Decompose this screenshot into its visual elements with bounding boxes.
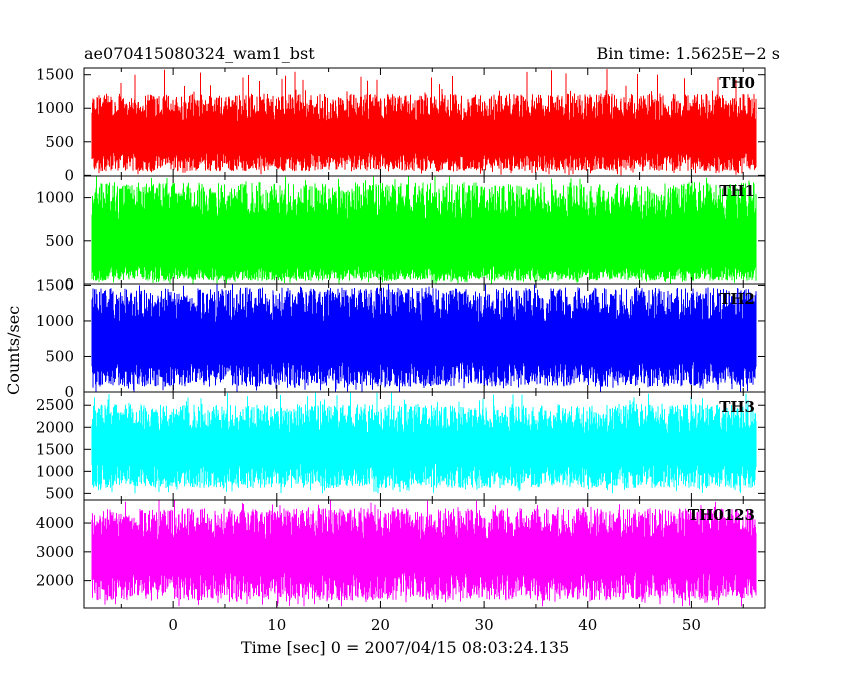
- series-th2: [91, 284, 757, 392]
- series-label-th3: TH3: [719, 398, 755, 416]
- x-tick-label: 50: [682, 616, 701, 634]
- y-tick-label-th0123: 4000: [36, 514, 74, 532]
- x-tick-label: 30: [475, 616, 494, 634]
- y-tick-label-th1: 500: [45, 232, 74, 250]
- series-th1: [91, 176, 757, 284]
- y-tick-label-th1: 0: [64, 275, 74, 293]
- series-label-th0: TH0: [719, 74, 755, 92]
- x-tick-label: 10: [267, 616, 286, 634]
- x-axis-label: Time [sec] 0 = 2007/04/15 08:03:24.135: [241, 638, 570, 657]
- chart-title: ae070415080324_wam1_bst: [84, 44, 315, 63]
- y-tick-label-th2: 1500: [36, 276, 74, 294]
- x-tick-label: 40: [578, 616, 597, 634]
- series-th0123: [91, 500, 757, 607]
- series-label-th2: TH2: [719, 290, 755, 308]
- y-tick-label-th3: 2000: [36, 418, 74, 436]
- y-tick-label-th0: 1500: [36, 66, 74, 84]
- bin-time-label: Bin time: 1.5625E−2 s: [596, 44, 780, 63]
- series-label-th0123: TH0123: [688, 506, 755, 524]
- y-tick-label-th0123: 2000: [36, 572, 74, 590]
- y-tick-label-th0: 0: [64, 166, 74, 184]
- y-tick-label-th1: 1000: [36, 189, 74, 207]
- y-tick-label-th0: 1000: [36, 99, 74, 117]
- y-tick-label-th2: 0: [64, 383, 74, 401]
- x-tick-label: 0: [168, 616, 178, 634]
- y-tick-label-th3: 1500: [36, 440, 74, 458]
- x-tick-label: 20: [371, 616, 390, 634]
- y-tick-label-th0123: 3000: [36, 543, 74, 561]
- y-tick-label-th0: 500: [45, 133, 74, 151]
- series-th0: [91, 69, 757, 176]
- series-label-th1: TH1: [719, 182, 755, 200]
- y-tick-label-th2: 1000: [36, 312, 74, 330]
- series-th3: [91, 392, 757, 494]
- panel-frame-th0123: [83, 499, 766, 609]
- y-tick-label-th3: 1000: [36, 462, 74, 480]
- y-tick-label-th2: 500: [45, 347, 74, 365]
- y-tick-label-th3: 2500: [36, 396, 74, 414]
- y-tick-label-th3: 500: [45, 484, 74, 502]
